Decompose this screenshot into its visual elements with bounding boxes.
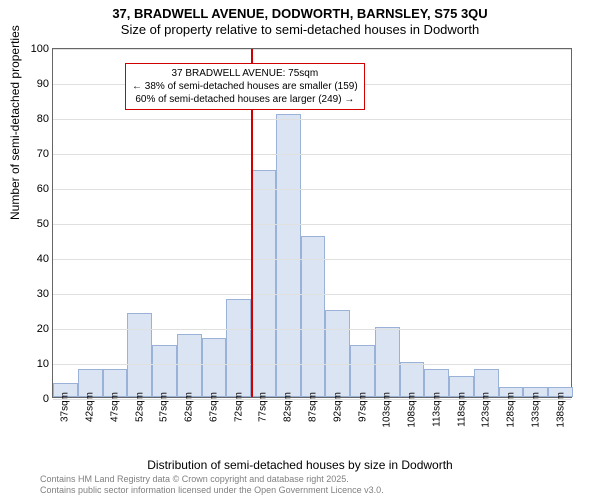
ytick-label: 30 bbox=[23, 288, 49, 300]
gridline bbox=[53, 189, 571, 190]
gridline bbox=[53, 259, 571, 260]
xtick-label: 108sqm bbox=[407, 392, 418, 428]
gridline bbox=[53, 294, 571, 295]
gridline bbox=[53, 49, 571, 50]
footer-credit: Contains HM Land Registry data © Crown c… bbox=[40, 474, 384, 496]
xtick-label: 97sqm bbox=[357, 392, 368, 422]
xtick-label: 77sqm bbox=[258, 392, 269, 422]
xtick-label: 103sqm bbox=[382, 392, 393, 428]
page-title-subtitle: Size of property relative to semi-detach… bbox=[0, 22, 600, 38]
annotation-box: 37 BRADWELL AVENUE: 75sqm ← 38% of semi-… bbox=[125, 63, 365, 110]
xtick-label: 47sqm bbox=[109, 392, 120, 422]
histogram-bar bbox=[177, 334, 202, 397]
histogram-bar bbox=[251, 170, 276, 398]
histogram-bar bbox=[202, 338, 227, 398]
gridline bbox=[53, 154, 571, 155]
gridline bbox=[53, 224, 571, 225]
gridline bbox=[53, 364, 571, 365]
ytick-label: 40 bbox=[23, 253, 49, 265]
ytick-label: 70 bbox=[23, 148, 49, 160]
xtick-label: 133sqm bbox=[530, 392, 541, 428]
xtick-label: 62sqm bbox=[184, 392, 195, 422]
ytick-label: 10 bbox=[23, 358, 49, 370]
annotation-line-3: 60% of semi-detached houses are larger (… bbox=[132, 93, 358, 106]
histogram-plot: 37sqm42sqm47sqm52sqm57sqm62sqm67sqm72sqm… bbox=[52, 48, 572, 398]
xtick-label: 92sqm bbox=[332, 392, 343, 422]
ytick-label: 20 bbox=[23, 323, 49, 335]
ytick-label: 60 bbox=[23, 183, 49, 195]
ytick-label: 0 bbox=[23, 393, 49, 405]
xtick-label: 52sqm bbox=[134, 392, 145, 422]
histogram-bar bbox=[301, 236, 326, 397]
footer-line-1: Contains HM Land Registry data © Crown c… bbox=[40, 474, 384, 485]
histogram-bar bbox=[350, 345, 375, 398]
page-title-address: 37, BRADWELL AVENUE, DODWORTH, BARNSLEY,… bbox=[0, 6, 600, 22]
histogram-bar bbox=[325, 310, 350, 398]
xtick-label: 57sqm bbox=[159, 392, 170, 422]
footer-line-2: Contains public sector information licen… bbox=[40, 485, 384, 496]
gridline bbox=[53, 119, 571, 120]
ytick-label: 100 bbox=[23, 43, 49, 55]
xtick-label: 113sqm bbox=[431, 392, 442, 427]
x-axis-label: Distribution of semi-detached houses by … bbox=[0, 458, 600, 472]
annotation-line-1: 37 BRADWELL AVENUE: 75sqm bbox=[132, 67, 358, 80]
xtick-label: 138sqm bbox=[555, 392, 566, 428]
annotation-line-2: ← 38% of semi-detached houses are smalle… bbox=[132, 80, 358, 93]
xtick-label: 128sqm bbox=[506, 392, 517, 428]
xtick-label: 118sqm bbox=[456, 392, 467, 427]
xtick-label: 37sqm bbox=[60, 392, 71, 422]
histogram-bar bbox=[152, 345, 177, 398]
ytick-label: 90 bbox=[23, 78, 49, 90]
ytick-label: 50 bbox=[23, 218, 49, 230]
xtick-label: 67sqm bbox=[208, 392, 219, 422]
xtick-label: 123sqm bbox=[481, 392, 492, 428]
histogram-bar bbox=[226, 299, 251, 397]
histogram-bar bbox=[375, 327, 400, 397]
xtick-label: 82sqm bbox=[283, 392, 294, 422]
xtick-label: 87sqm bbox=[308, 392, 319, 422]
histogram-bar bbox=[276, 114, 301, 398]
histogram-bar bbox=[127, 313, 152, 397]
gridline bbox=[53, 399, 571, 400]
xtick-label: 42sqm bbox=[85, 392, 96, 422]
ytick-label: 80 bbox=[23, 113, 49, 125]
y-axis-label: Number of semi-detached properties bbox=[8, 25, 22, 220]
xtick-label: 72sqm bbox=[233, 392, 244, 422]
gridline bbox=[53, 329, 571, 330]
